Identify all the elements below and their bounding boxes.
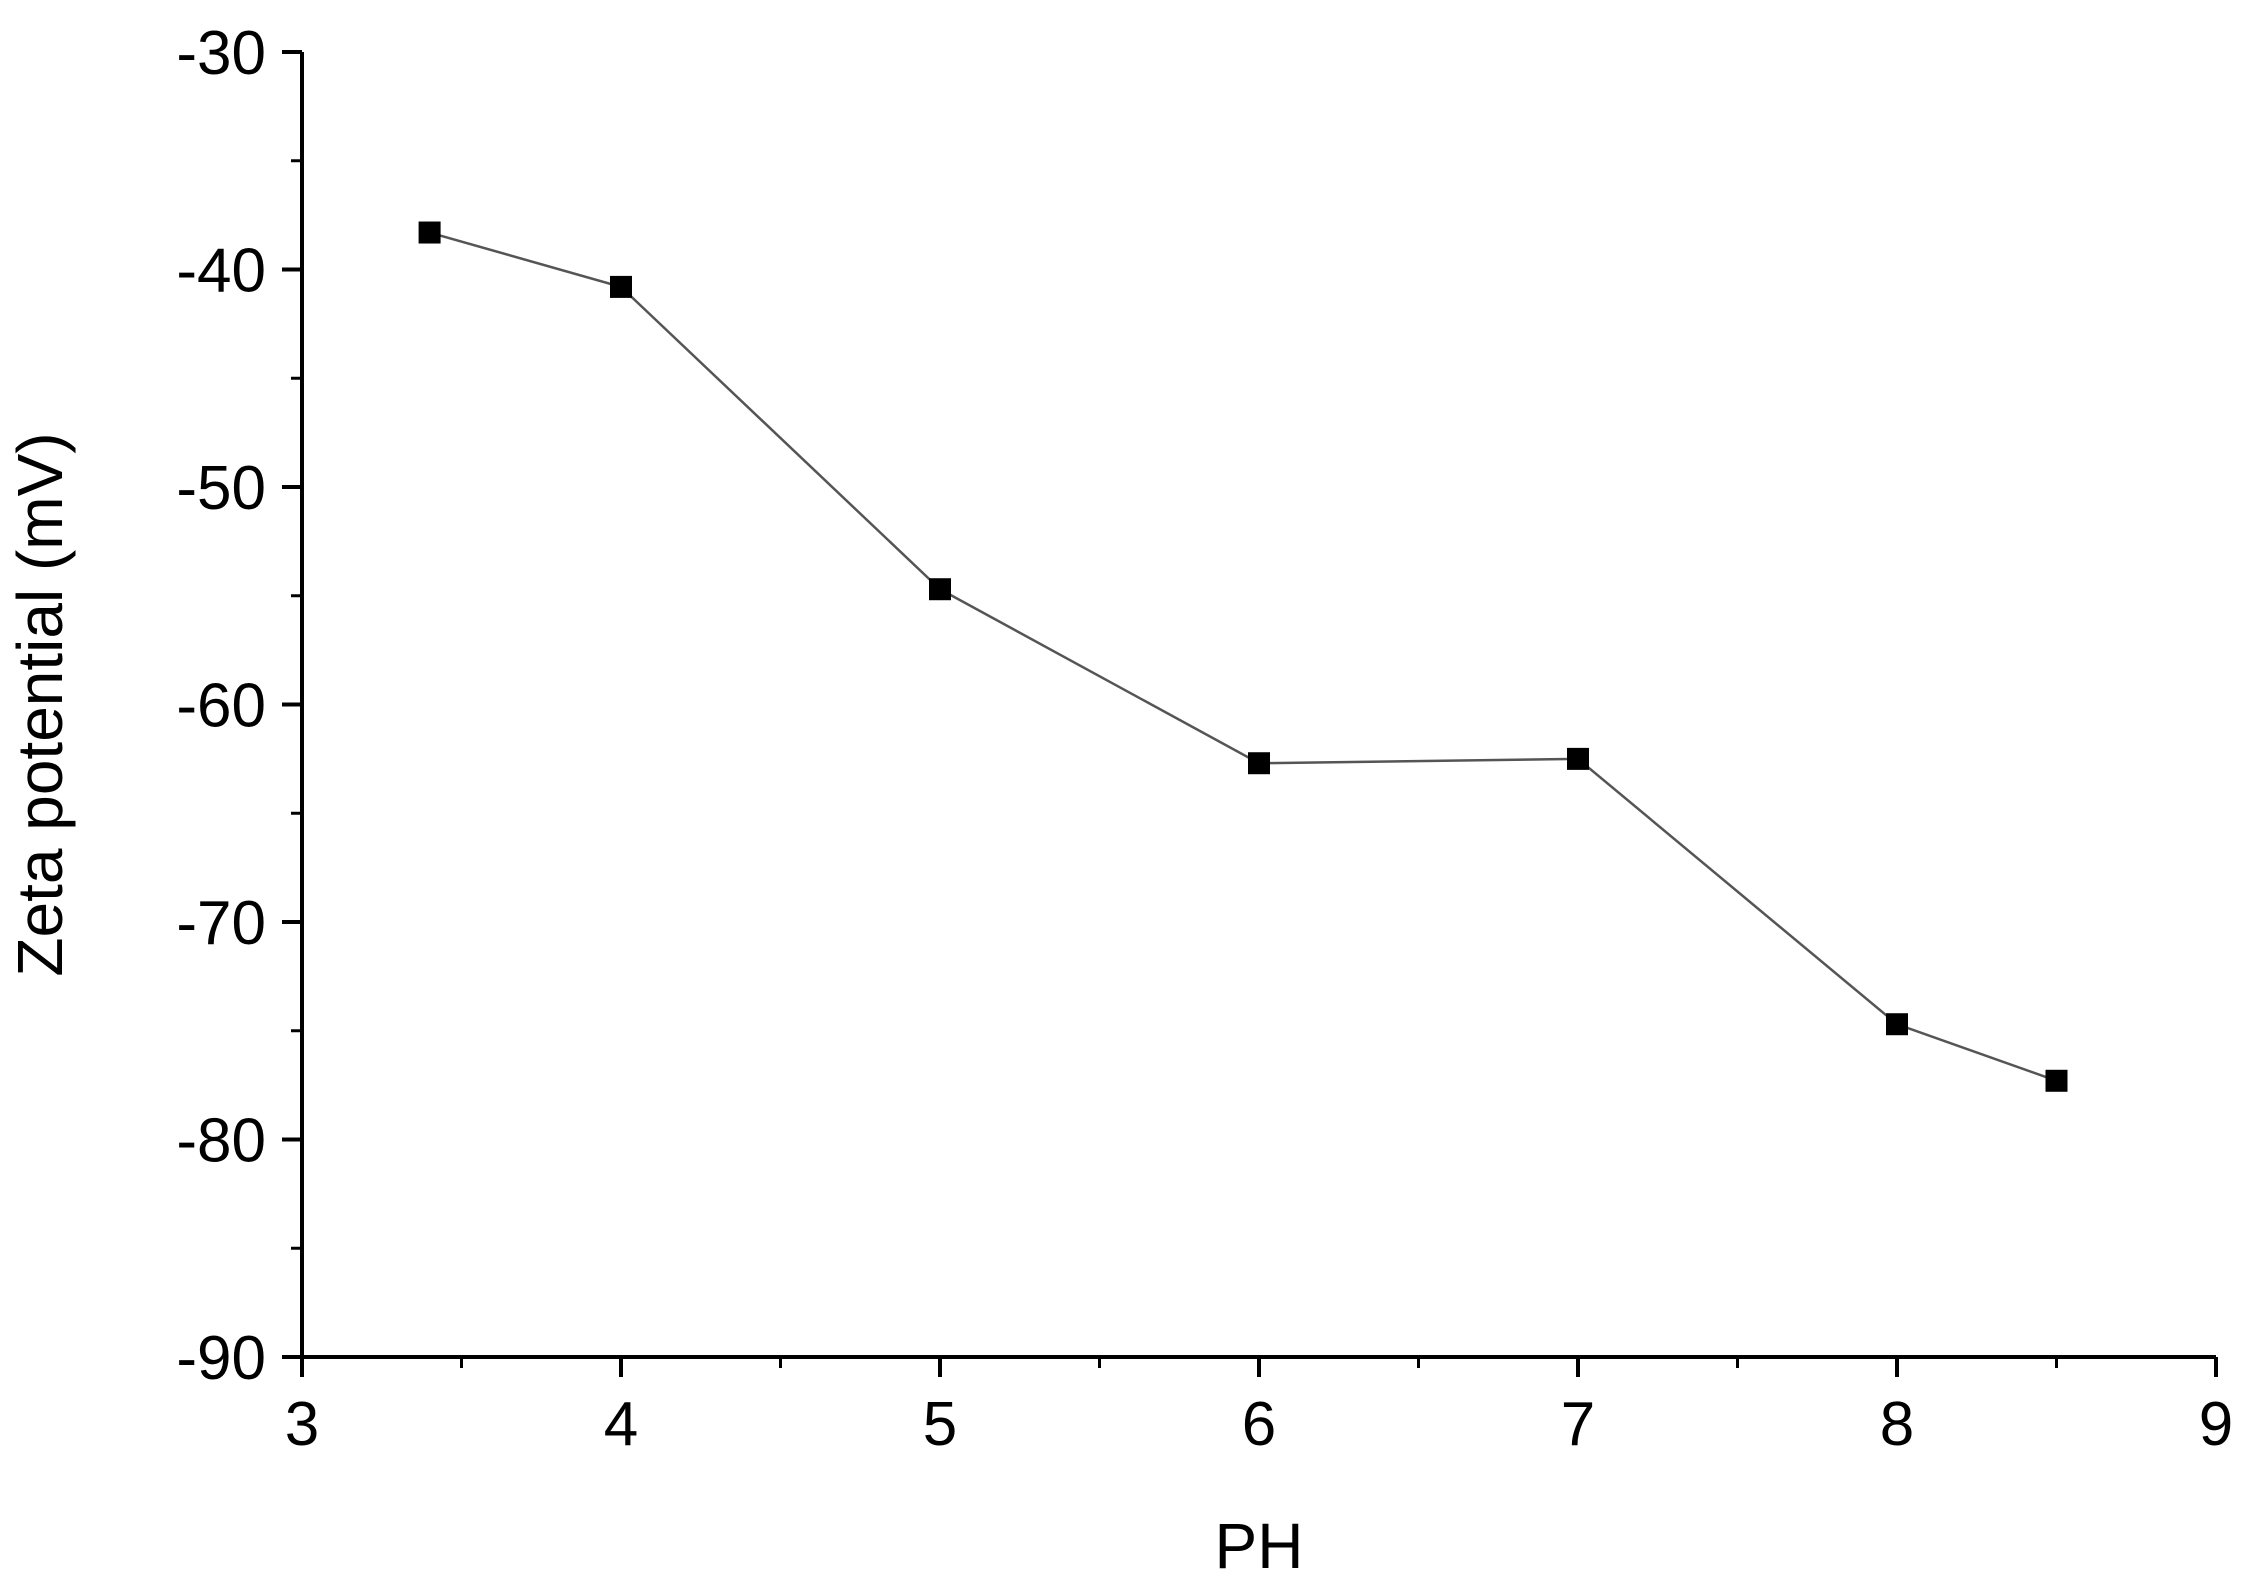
series-layer xyxy=(418,221,2068,1092)
data-point-marker xyxy=(418,221,441,244)
y-tick-label: -40 xyxy=(176,237,266,306)
x-axis-title: PH xyxy=(1215,1510,1304,1582)
x-tick-label: 4 xyxy=(604,1390,638,1459)
x-tick-label: 6 xyxy=(1242,1390,1276,1459)
y-tick-label: -60 xyxy=(176,672,266,741)
x-tick-label: 8 xyxy=(1880,1390,1914,1459)
data-point-marker xyxy=(1567,747,1589,770)
data-point-marker xyxy=(2045,1069,2068,1092)
data-point-marker xyxy=(1886,1013,1908,1036)
series-line-0 xyxy=(429,231,2057,1082)
x-tick-label: 5 xyxy=(923,1390,957,1459)
data-point-marker xyxy=(929,578,951,601)
x-tick-label: 3 xyxy=(285,1390,319,1459)
y-tick-label: -80 xyxy=(176,1107,266,1176)
y-tick-label: -70 xyxy=(176,889,266,958)
x-tick-label: 9 xyxy=(2199,1390,2233,1459)
x-tick-label: 7 xyxy=(1561,1390,1595,1459)
y-tick-label: -90 xyxy=(176,1324,266,1393)
axes: 3 4 5 6 7 8 9 -90 -80 -70 -60 -50 -40 -30 xyxy=(176,19,2233,1459)
y-tick-label: -30 xyxy=(176,19,266,88)
data-point-marker xyxy=(610,275,632,298)
data-point-marker xyxy=(1248,752,1270,775)
y-tick-label: -50 xyxy=(176,454,266,523)
y-axis-title: Zeta potential (mV) xyxy=(4,432,76,976)
